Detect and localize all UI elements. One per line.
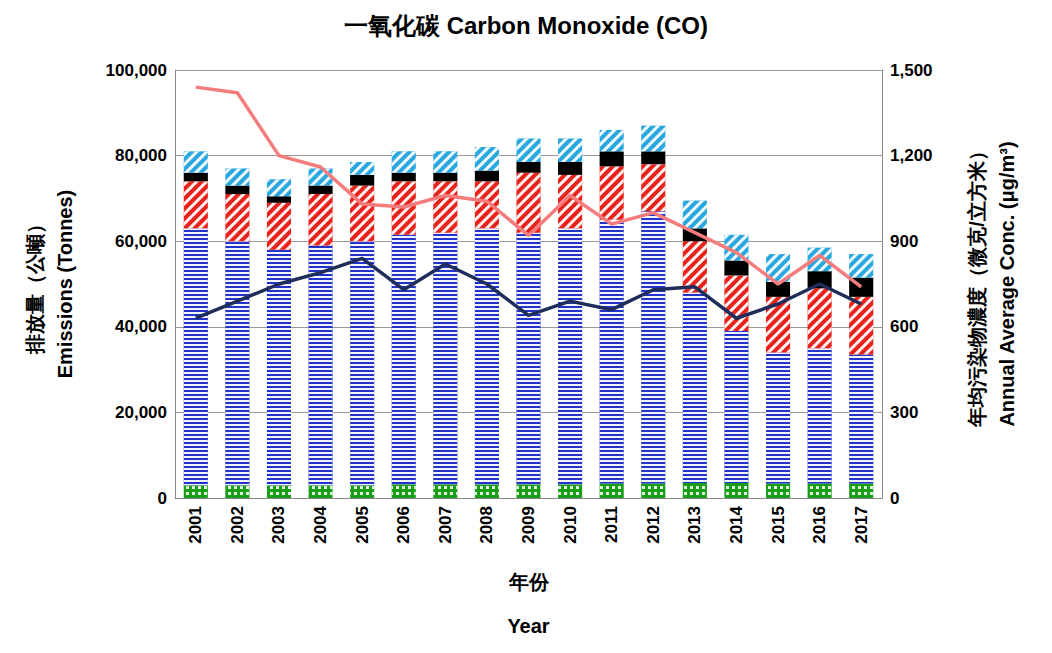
svg-text:2014: 2014 (727, 505, 746, 543)
svg-text:1,500: 1,500 (890, 61, 933, 80)
svg-text:0: 0 (158, 489, 167, 508)
svg-text:2002: 2002 (228, 506, 247, 544)
svg-text:2008: 2008 (477, 506, 496, 544)
svg-text:2004: 2004 (311, 505, 330, 543)
svg-text:2015: 2015 (769, 506, 788, 544)
svg-text:2013: 2013 (685, 506, 704, 544)
svg-text:排放量（公噸）: 排放量（公噸） (24, 214, 46, 355)
svg-text:Emissions (Tonnes): Emissions (Tonnes) (54, 190, 76, 379)
svg-text:2005: 2005 (353, 506, 372, 544)
svg-text:900: 900 (890, 232, 918, 251)
svg-text:80,000: 80,000 (115, 146, 167, 165)
svg-text:Year: Year (507, 615, 549, 637)
svg-text:0: 0 (890, 489, 899, 508)
svg-text:一氧化碳 Carbon Monoxide (CO): 一氧化碳 Carbon Monoxide (CO) (344, 12, 708, 39)
svg-text:2001: 2001 (186, 506, 205, 544)
svg-text:年份: 年份 (508, 571, 550, 593)
svg-text:2003: 2003 (269, 506, 288, 544)
svg-text:Annual Average Conc. (μg/m³): Annual Average Conc. (μg/m³) (996, 141, 1018, 426)
svg-text:2011: 2011 (602, 506, 621, 543)
svg-text:2010: 2010 (561, 506, 580, 544)
svg-text:2007: 2007 (436, 506, 455, 544)
svg-text:300: 300 (890, 403, 918, 422)
svg-text:600: 600 (890, 317, 918, 336)
svg-text:2017: 2017 (852, 506, 871, 544)
svg-text:年均污染物濃度（微克/立方米）: 年均污染物濃度（微克/立方米） (966, 141, 988, 428)
svg-text:20,000: 20,000 (115, 403, 167, 422)
svg-text:40,000: 40,000 (115, 317, 167, 336)
svg-text:60,000: 60,000 (115, 232, 167, 251)
svg-text:2012: 2012 (644, 506, 663, 544)
svg-text:100,000: 100,000 (106, 61, 167, 80)
svg-text:2016: 2016 (810, 506, 829, 544)
svg-text:2006: 2006 (394, 506, 413, 544)
svg-text:1,200: 1,200 (890, 146, 933, 165)
svg-text:2009: 2009 (519, 506, 538, 544)
